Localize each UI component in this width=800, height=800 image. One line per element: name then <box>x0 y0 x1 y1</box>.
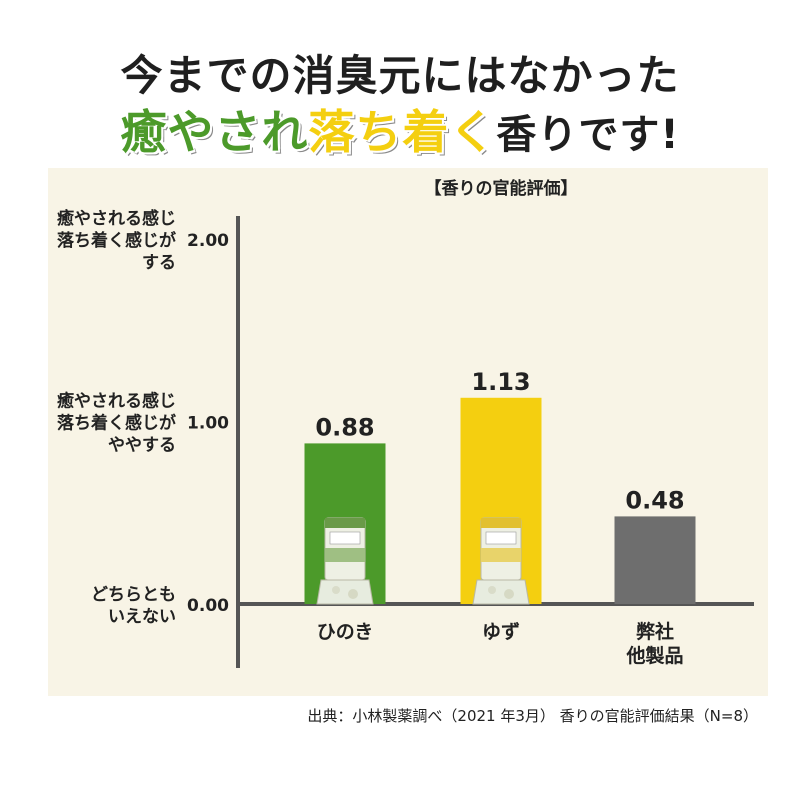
bottle-part <box>472 579 530 605</box>
headline-line-1: 今までの消臭元にはなかった <box>120 51 680 100</box>
bar-value-label: 0.88 <box>315 413 374 441</box>
y-tick-description: いえない <box>108 607 176 627</box>
bottle-part <box>325 518 365 528</box>
bottle-part <box>481 548 521 562</box>
bottle-part <box>485 531 517 545</box>
y-tick-description: 癒やされる感じ <box>57 208 176 229</box>
x-category-label: ゆず <box>482 621 520 643</box>
x-category-label: 弊社他製品 <box>625 620 683 667</box>
bottle-part <box>504 589 514 599</box>
headline-highlight-yellow: 落ち着く <box>308 105 497 159</box>
bottle-part <box>316 579 374 605</box>
bar <box>614 516 696 604</box>
bottle-part <box>329 531 361 545</box>
headline-line-2: 癒やされ落ち着く香りです! <box>0 96 800 162</box>
bar-value-label: 1.13 <box>471 368 530 396</box>
bottle-part <box>481 518 521 528</box>
y-tick-label: 2.00 <box>187 231 229 251</box>
bar-value-label: 0.48 <box>625 486 684 514</box>
product-bottle-hinoki <box>316 517 374 605</box>
y-tick-description: 癒やされる感じ <box>57 391 176 412</box>
chart-panel: 【香りの官能評価】 0.00 どちらとも いえない 1.00 癒やされる感じ 落ち着く感じ… <box>48 168 768 696</box>
bottle-part <box>325 548 365 562</box>
chart-title: 【香りの官能評価】 <box>425 178 578 199</box>
x-category-label: ひのき <box>317 621 373 643</box>
y-tick-label: 0.00 <box>187 596 229 616</box>
bottle-part <box>332 586 340 594</box>
y-tick-label: 1.00 <box>187 414 229 434</box>
headline-highlight-green: 癒やされ <box>120 105 309 159</box>
y-tick-description: する <box>142 253 176 273</box>
y-tick-description: ややする <box>108 436 176 456</box>
y-tick-description: どちらとも <box>91 585 176 605</box>
bottle-part <box>488 586 496 594</box>
bottle-part <box>348 589 358 599</box>
product-bottle-yuzu <box>472 517 530 605</box>
y-tick-description: 落ち着く感じが <box>57 413 176 434</box>
y-tick-description: 落ち着く感じが <box>57 230 176 251</box>
source-footnote: 出典：小林製薬調べ（2021 年3月） 香りの官能評価結果（N=8） <box>307 707 758 725</box>
headline-rest: 香りです! <box>496 112 680 158</box>
